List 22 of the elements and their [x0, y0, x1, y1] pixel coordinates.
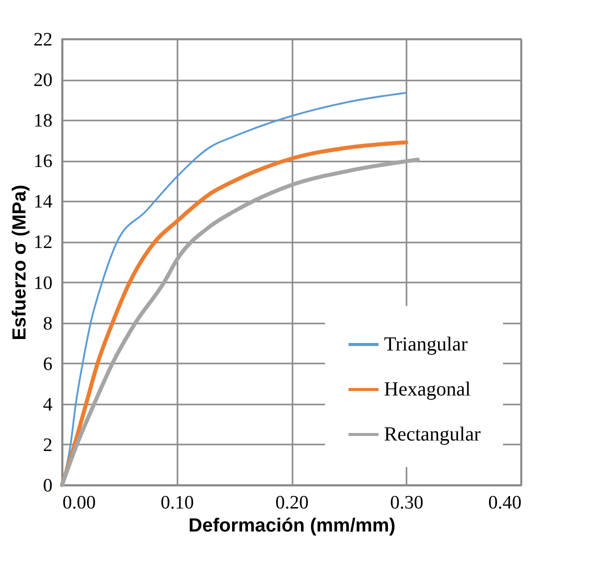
x-tick-label: 0.10 [160, 492, 194, 514]
y-tick-label: 16 [34, 151, 52, 172]
x-tick-label: 0.30 [390, 492, 424, 514]
legend-label: Rectangular [384, 424, 481, 446]
y-tick-label: 20 [34, 70, 52, 92]
x-tick-label: 0.20 [275, 492, 309, 514]
legend-label: Triangular [384, 334, 468, 356]
y-tick-label: 10 [34, 272, 52, 294]
y-tick-label: 2 [43, 434, 52, 456]
y-tick-label: 6 [43, 354, 52, 375]
y-axis-title: Esfuerzo σ (MPa) [10, 184, 30, 340]
y-tick-label: 12 [34, 232, 52, 254]
legend-label: Hexagonal [384, 378, 472, 400]
y-tick-label: 4 [43, 394, 53, 416]
y-tick-label: 0 [43, 476, 52, 496]
x-tick-label: 0.00 [62, 492, 96, 514]
x-tick-label: 0.40 [488, 492, 522, 514]
y-tick-label: 22 [34, 30, 52, 50]
x-axis-title: Deformación (mm/mm) [188, 516, 396, 536]
y-tick-label: 18 [34, 110, 52, 132]
y-tick-label: 8 [43, 313, 52, 334]
y-tick-label: 14 [34, 192, 53, 213]
